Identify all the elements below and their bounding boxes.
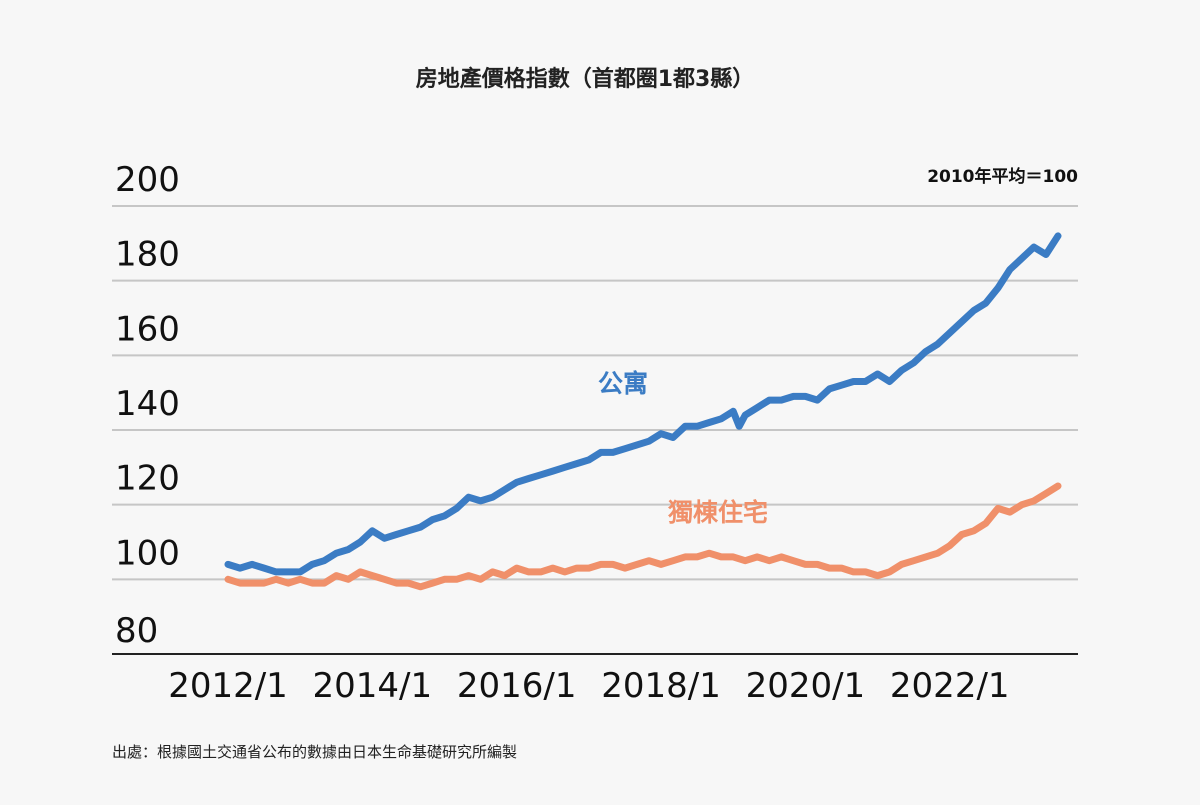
x-tick-label-2012-1: 2012/1	[168, 666, 288, 706]
y-tick-label-100: 100	[115, 533, 180, 573]
chart-title: 房地產價格指數（首都圈1都3縣）	[416, 66, 755, 92]
y-tick-label-200: 200	[115, 160, 180, 200]
y-tick-label-80: 80	[115, 611, 158, 651]
y-tick-label-180: 180	[115, 235, 180, 275]
grid-layer	[112, 205, 1078, 581]
series-label-apartment: 公寓	[598, 369, 648, 398]
y-axis-ticks: 80 100 120 140 160 180 200	[115, 160, 180, 651]
series-layer	[224, 232, 1062, 591]
y-tick-label-120: 120	[115, 459, 180, 499]
x-tick-label-2018-1: 2018/1	[601, 666, 721, 706]
x-tick-label-2016-1: 2016/1	[457, 666, 577, 706]
x-tick-label-2020-1: 2020/1	[746, 666, 866, 706]
series-label-detached-house: 獨棟住宅	[667, 498, 768, 527]
x-tick-label-2014-1: 2014/1	[313, 666, 433, 706]
x-tick-label-2022-1: 2022/1	[890, 666, 1010, 706]
series-line-apartment	[224, 232, 1062, 576]
x-axis-ticks: 2012/1 2014/1 2016/1 2018/1 2020/1 2022/1	[168, 666, 1009, 706]
y-tick-label-160: 160	[115, 309, 180, 349]
source-note: 出處：根據國土交通省公布的數據由日本生命基礎研究所編製	[112, 743, 517, 761]
y-tick-label-140: 140	[115, 384, 180, 424]
index-base-note: 2010年平均＝100	[927, 166, 1078, 187]
series-line-detached-house	[224, 482, 1062, 591]
